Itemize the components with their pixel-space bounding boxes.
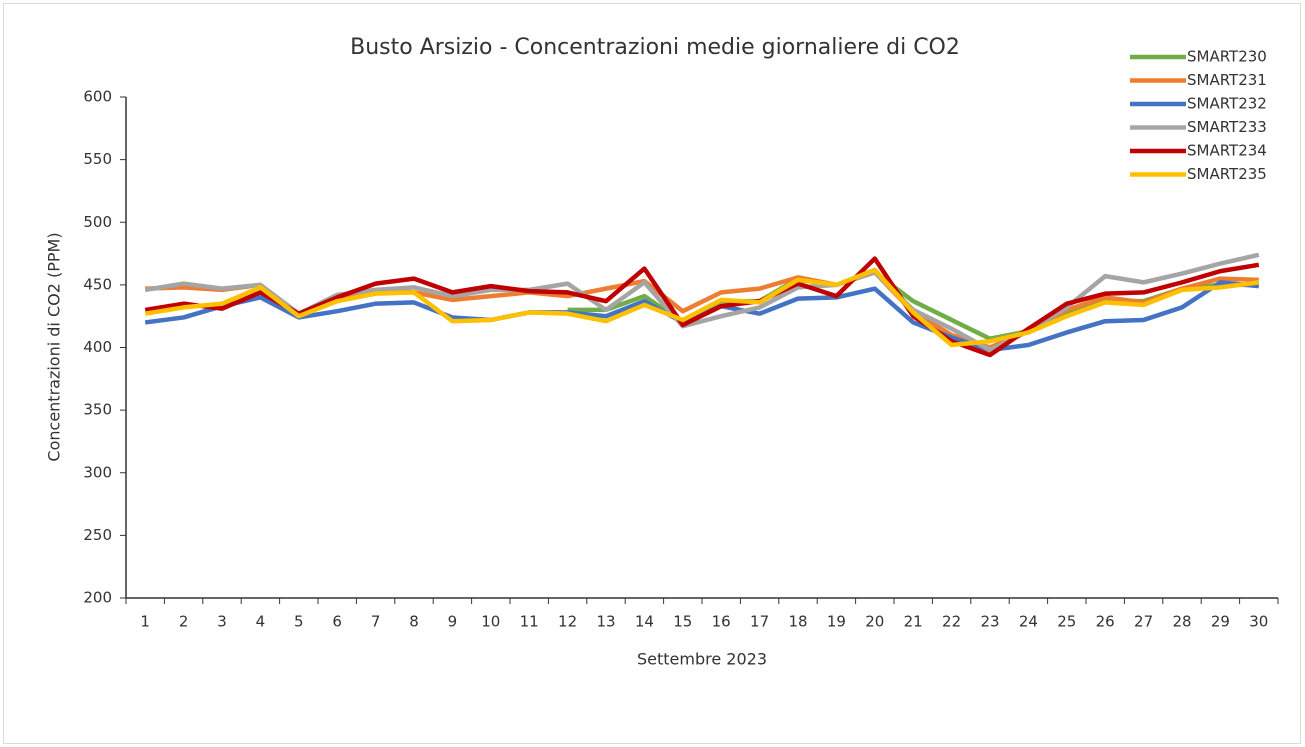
x-tick-label: 15 bbox=[673, 613, 692, 631]
chart-frame bbox=[3, 3, 1301, 744]
x-tick-label: 13 bbox=[596, 613, 615, 631]
x-tick-label: 10 bbox=[481, 613, 500, 631]
x-tick-label: 11 bbox=[520, 613, 539, 631]
series-line bbox=[144, 267, 1260, 348]
y-tick-label: 500 bbox=[83, 213, 112, 231]
x-tick-label: 17 bbox=[750, 613, 769, 631]
x-tick-label: 1 bbox=[140, 613, 150, 631]
x-tick-label: 3 bbox=[217, 613, 227, 631]
x-tick-label: 26 bbox=[1096, 613, 1115, 631]
x-tick-label: 4 bbox=[256, 613, 266, 631]
chart-title: Busto Arsizio - Concentrazioni medie gio… bbox=[350, 35, 960, 60]
x-tick-label: 22 bbox=[942, 613, 961, 631]
legend-label: SMART235 bbox=[1187, 165, 1267, 183]
y-tick-label: 200 bbox=[83, 589, 112, 607]
x-tick-label: 23 bbox=[980, 613, 999, 631]
y-axis-label: Concentrazioni di CO2 (PPM) bbox=[45, 232, 64, 461]
y-tick-label: 300 bbox=[83, 463, 112, 481]
x-tick-label: 28 bbox=[1172, 613, 1191, 631]
x-tick-label: 21 bbox=[904, 613, 923, 631]
x-tick-label: 20 bbox=[865, 613, 884, 631]
legend-label: SMART231 bbox=[1187, 71, 1267, 89]
y-tick-label: 350 bbox=[83, 401, 112, 419]
legend-label: SMART234 bbox=[1187, 142, 1267, 160]
legend-label: SMART232 bbox=[1187, 95, 1267, 113]
y-tick-label: 400 bbox=[83, 338, 112, 356]
y-tick-label: 600 bbox=[83, 88, 112, 106]
x-tick-label: 30 bbox=[1249, 613, 1268, 631]
x-tick-label: 16 bbox=[712, 613, 731, 631]
x-tick-label: 27 bbox=[1134, 613, 1153, 631]
y-tick-label: 450 bbox=[83, 275, 112, 293]
legend-label: SMART230 bbox=[1187, 48, 1267, 66]
x-tick-label: 18 bbox=[788, 613, 807, 631]
x-tick-label: 9 bbox=[448, 613, 458, 631]
x-tick-label: 14 bbox=[635, 613, 654, 631]
x-tick-label: 29 bbox=[1211, 613, 1230, 631]
x-axis-label: Settembre 2023 bbox=[637, 650, 767, 669]
x-tick-label: 5 bbox=[294, 613, 304, 631]
x-tick-label: 24 bbox=[1019, 613, 1038, 631]
legend-label: SMART233 bbox=[1187, 118, 1267, 136]
x-tick-label: 8 bbox=[409, 613, 419, 631]
series-line bbox=[144, 256, 1260, 358]
y-tick-label: 250 bbox=[83, 526, 112, 544]
x-tick-label: 2 bbox=[179, 613, 189, 631]
x-tick-label: 7 bbox=[371, 613, 381, 631]
x-tick-label: 25 bbox=[1057, 613, 1076, 631]
y-tick-label: 550 bbox=[83, 150, 112, 168]
x-tick-label: 12 bbox=[558, 613, 577, 631]
x-tick-label: 6 bbox=[332, 613, 342, 631]
x-tick-label: 19 bbox=[827, 613, 846, 631]
